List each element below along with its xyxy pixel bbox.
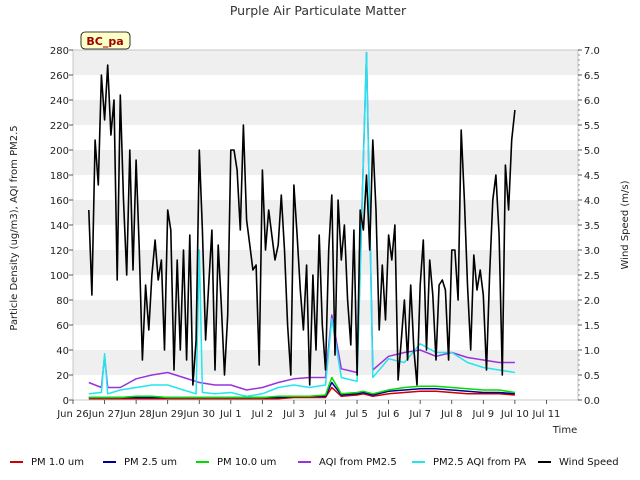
- grid-band: [73, 50, 578, 75]
- chart-title: Purple Air Particulate Matter: [230, 3, 407, 18]
- y2-tick-label: 2.0: [584, 296, 600, 307]
- x-tick-label: Jun 29: [151, 409, 184, 420]
- legend-label-pm-2-5-um: PM 2.5 um: [124, 457, 177, 468]
- y2-tick-label: 5.5: [584, 121, 600, 132]
- x-tick-label: Jul 9: [472, 409, 495, 420]
- y-tick-label: 160: [50, 196, 69, 207]
- y-tick-label: 0: [63, 396, 69, 407]
- y-tick-label: 100: [50, 271, 69, 282]
- x-tick-label: Jul 10: [500, 409, 529, 420]
- y2-tick-label: 0.5: [584, 371, 600, 382]
- x-axis-ticks: Jun 26 Jun 27 Jun 28 Jun 29 Jun 30 Jul 1 Jul 2…: [56, 400, 560, 420]
- x-tick-label: Jun 26: [56, 409, 89, 420]
- series-line-pm-10-0-um: [88, 376, 516, 399]
- y2-tick-label: 5.0: [584, 146, 600, 157]
- legend: PM 1.0 um PM 2.5 um PM 10.0 um AQI from PM2…: [10, 457, 619, 468]
- y-axis-title: Particle Density (ug/m3), AQI from PM2.5: [9, 125, 20, 330]
- grid-bands: [73, 50, 578, 375]
- y-tick-label: 180: [50, 171, 69, 182]
- y-tick-label: 80: [56, 296, 69, 307]
- legend-label-pm-1-0-um: PM 1.0 um: [31, 457, 84, 468]
- y-tick-label: 280: [50, 46, 69, 57]
- x-tick-label: Jun 27: [88, 409, 121, 420]
- series-line-wind-speed: [88, 64, 516, 386]
- x-tick-label: Jul 2: [251, 409, 274, 420]
- x-tick-label: Jul 4: [314, 409, 337, 420]
- y-tick-label: 120: [50, 246, 69, 257]
- x-axis-title: Time: [552, 425, 577, 436]
- site-badge-box: [80, 31, 131, 50]
- grid-band: [73, 200, 578, 225]
- legend-label-pm2-5-aqi-from-pa: PM2.5 AQI from PA: [433, 457, 526, 468]
- y2-tick-label: 1.5: [584, 321, 600, 332]
- y2-tick-label: 4.0: [584, 196, 600, 207]
- y2-tick-label: 6.5: [584, 71, 600, 82]
- right-axis-ticks: 0.0 0.5 1.0 1.5 2.0 2.5 3.0 3.5 4.0 4.5 5.0 5.5 6.0 6…: [578, 46, 600, 407]
- x-tick-label: Jul 8: [440, 409, 463, 420]
- y2-axis-title: Wind Speed (m/s): [620, 180, 631, 269]
- y2-tick-label: 3.5: [584, 221, 600, 232]
- y-tick-label: 240: [50, 96, 69, 107]
- site-badge-label: BC_pa: [86, 35, 123, 48]
- y2-tick-label: 1.0: [584, 346, 600, 357]
- y2-tick-label: 2.5: [584, 271, 600, 282]
- y-tick-label: 200: [50, 146, 69, 157]
- x-tick-label: Jul 11: [531, 409, 560, 420]
- y-tick-label: 140: [50, 221, 69, 232]
- y2-tick-label: 6.0: [584, 96, 600, 107]
- series-line-aqi-from-pm2-5: [88, 51, 515, 391]
- y-tick-label: 20: [56, 371, 69, 382]
- grid-band: [73, 150, 578, 175]
- x-tick-label: Jul 3: [282, 409, 305, 420]
- y-tick-label: 220: [50, 121, 69, 132]
- legend-label-aqi-from-pm2-5: AQI from PM2.5: [319, 457, 397, 468]
- series-line-pm2-5-aqi-from-pa: [88, 51, 516, 398]
- series-layer: [88, 51, 516, 400]
- site-badge: BC_pa: [80, 31, 131, 50]
- grid-band: [73, 300, 578, 325]
- x-tick-label: Jun 28: [119, 409, 152, 420]
- x-tick-label: Jul 6: [377, 409, 400, 420]
- x-tick-label: Jul 7: [408, 409, 431, 420]
- y2-tick-label: 3.0: [584, 246, 600, 257]
- y-tick-label: 60: [56, 321, 69, 332]
- y-tick-label: 260: [50, 71, 69, 82]
- x-tick-label: Jun 30: [182, 409, 215, 420]
- legend-label-wind-speed: Wind Speed: [559, 457, 619, 468]
- left-axis-ticks: 0 20 40 60 80 100 120 140 160 180 200 220 240 260 280: [50, 46, 73, 407]
- legend-label-pm-10-0-um: PM 10.0 um: [217, 457, 276, 468]
- y2-tick-label: 7.0: [584, 46, 600, 57]
- y2-tick-label: 0.0: [584, 396, 600, 407]
- series-line-pm-1-0-um: [88, 386, 515, 400]
- grid-band: [73, 100, 578, 125]
- x-tick-label: Jul 1: [219, 409, 242, 420]
- y2-tick-label: 4.5: [584, 171, 600, 182]
- grid-band: [73, 250, 578, 275]
- x-tick-label: Jul 5: [345, 409, 368, 420]
- y-tick-label: 40: [56, 346, 69, 357]
